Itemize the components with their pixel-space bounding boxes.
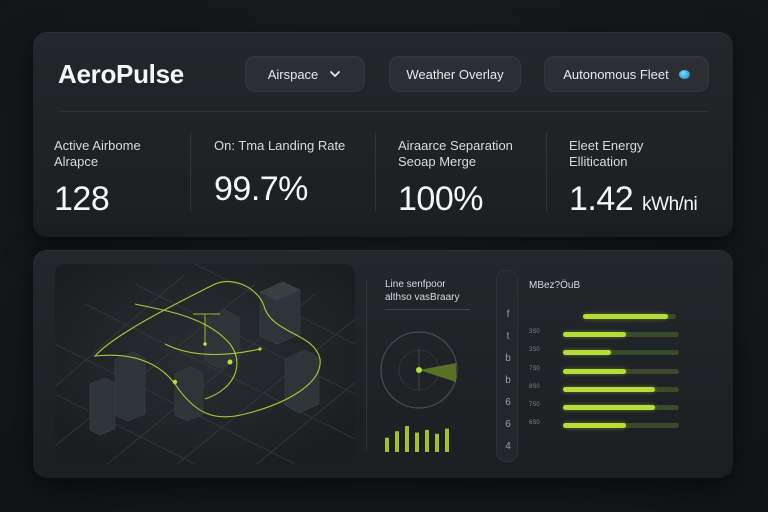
bar-row: 7S0: [529, 365, 699, 374]
airspace-3d-map[interactable]: [55, 264, 355, 464]
kpi-value: 128: [54, 180, 141, 219]
radar-sweep: [419, 363, 456, 382]
scale-tick: 6: [505, 397, 511, 408]
histogram-bar: [405, 426, 409, 452]
radar-center: [416, 367, 422, 373]
bar-fill: [563, 368, 626, 374]
app-title: AeroPulse: [58, 59, 184, 89]
chevron-down-icon: [330, 71, 341, 77]
kpi-value-number: 100%: [398, 180, 483, 218]
airspace-dropdown[interactable]: Airspace: [245, 56, 365, 92]
radar-title: Line senfpoor althso vasBraary: [385, 278, 459, 304]
histogram-bar: [435, 433, 439, 452]
bar-track: [563, 386, 679, 392]
scale-tick: t: [506, 331, 510, 342]
radar-title-line1: Line senfpoor: [385, 279, 446, 290]
header-divider: [58, 111, 708, 112]
radar-ring: [380, 331, 458, 409]
scale-tick: 4: [505, 441, 511, 452]
kpi-divider: [546, 132, 547, 212]
map-divider: [366, 280, 367, 450]
bar-label: 7S0: [529, 365, 540, 372]
histogram-bar: [445, 428, 449, 452]
radar-widget: [380, 331, 458, 452]
status-dot-icon: [678, 69, 690, 79]
scale-tick: 6: [505, 419, 511, 430]
airspace-label: Airspace: [267, 66, 319, 82]
bar-fill: [563, 405, 656, 410]
kpi-value-number: 1.42: [569, 180, 634, 218]
autonomous-fleet-toggle[interactable]: Autonomous Fleet: [544, 56, 709, 92]
weather-overlay-button[interactable]: Weather Overlay: [389, 56, 521, 92]
radar-title-line2: althso vasBraary: [385, 292, 460, 303]
kpi-value: 100%: [398, 180, 513, 219]
kpi-label: On: Tma Landing Rate: [214, 138, 346, 153]
bar-label: 3S0: [529, 347, 540, 354]
bar-track: [563, 332, 679, 338]
bar-row: 3S0: [529, 329, 699, 338]
kpi-divider: [190, 132, 191, 212]
kpi-label-line2: Alrapce: [54, 154, 99, 169]
kpi-unit: kWh/ni: [642, 194, 698, 215]
histogram-bar: [415, 432, 419, 452]
bar-fill: [563, 332, 626, 338]
scale-tick: b: [505, 353, 511, 364]
bar-track: [583, 314, 676, 319]
bar-label: 6S0: [529, 420, 540, 427]
autonomous-fleet-label: Autonomous Fleet: [563, 66, 669, 82]
bar-fill: [583, 314, 668, 319]
kpi-value-number: 99.7%: [214, 170, 308, 208]
kpi-landing-rate: On: Tma Landing Rate 99.7%: [214, 138, 345, 209]
bar-row: [529, 314, 699, 319]
bar-chart-title: MBez?ÖuB: [529, 280, 581, 291]
kpi-fleet-energy: Eleet Energy Ellitication 1.42 kWh/ni: [569, 138, 698, 219]
map-canvas: [55, 264, 355, 464]
histogram-bar: [395, 431, 399, 452]
bar-track: [563, 368, 679, 374]
kpi-value: 1.42 kWh/ni: [569, 180, 698, 219]
bar-fill: [563, 386, 656, 392]
bar-row: 3S0: [529, 347, 699, 356]
kpi-label-line2: Ellitication: [569, 154, 628, 169]
scale-tick: b: [505, 375, 511, 386]
kpi-label: Airaarce Separation: [398, 138, 513, 153]
weather-overlay-label: Weather Overlay: [406, 66, 504, 82]
histogram-bar: [385, 437, 389, 452]
bar-track: [563, 423, 679, 429]
kpi-divider: [375, 132, 376, 212]
bar-row: 8S0: [529, 383, 699, 392]
kpi-value: 99.7%: [214, 170, 345, 209]
kpi-label: Active Airbome: [54, 138, 141, 153]
kpi-panel: AeroPulse Airspace Weather Overlay Auton…: [33, 32, 733, 237]
kpi-label: Eleet Energy: [569, 138, 644, 153]
bar-row: 7S0: [529, 402, 699, 410]
bar-label: 8S0: [529, 383, 540, 390]
bar-label: 3S0: [529, 329, 540, 336]
kpi-separation: Airaarce Separation Seoap Merge 100%: [398, 138, 513, 219]
kpi-value-number: 128: [54, 180, 110, 218]
bar-fill: [563, 423, 626, 429]
histogram-bar: [425, 429, 429, 452]
kpi-active-airborne: Active Airbome Alrapce 128: [54, 138, 141, 219]
scale-tick: f: [506, 309, 510, 320]
radar-title-underline: [385, 309, 470, 310]
radar-histogram: [385, 426, 449, 452]
bar-label: 7S0: [529, 402, 540, 408]
bar-track: [563, 350, 679, 356]
bar-row: 6S0: [529, 420, 699, 429]
kpi-label-line2: Seoap Merge: [398, 154, 477, 169]
bar-fill: [563, 350, 611, 356]
bar-track: [563, 405, 679, 410]
